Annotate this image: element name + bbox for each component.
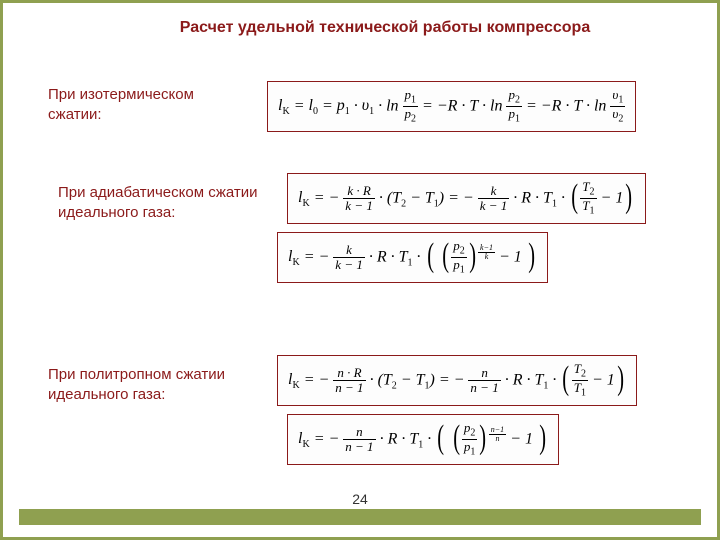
label-isothermal: При изотермическом сжатии:	[48, 85, 248, 124]
label-polytropic: При политропном сжатии идеального газа:	[48, 365, 258, 404]
bottom-bar	[19, 509, 701, 525]
formula-isothermal: lK = l0 = p1 · υ1 · ln p1p2 = −R · T · l…	[267, 81, 636, 132]
page-number: 24	[3, 491, 717, 507]
page-title: Расчет удельной технической работы компр…	[113, 19, 657, 37]
formula-polytropic-2: lK = − nn − 1 · R · T1 · ( (p2p1)n−1n − …	[287, 414, 559, 465]
slide: Расчет удельной технической работы компр…	[0, 0, 720, 540]
formula-adiabatic-2: lK = − kk − 1 · R · T1 · ( (p2p1)k−1k − …	[277, 232, 548, 283]
formula-adiabatic-1: lK = − k · Rk − 1 · (T2 − T1) = − kk − 1…	[287, 173, 646, 224]
formula-polytropic-1: lK = − n · Rn − 1 · (T2 − T1) = − nn − 1…	[277, 355, 637, 406]
label-adiabatic: При адиабатическом сжатии идеального газ…	[58, 183, 268, 222]
